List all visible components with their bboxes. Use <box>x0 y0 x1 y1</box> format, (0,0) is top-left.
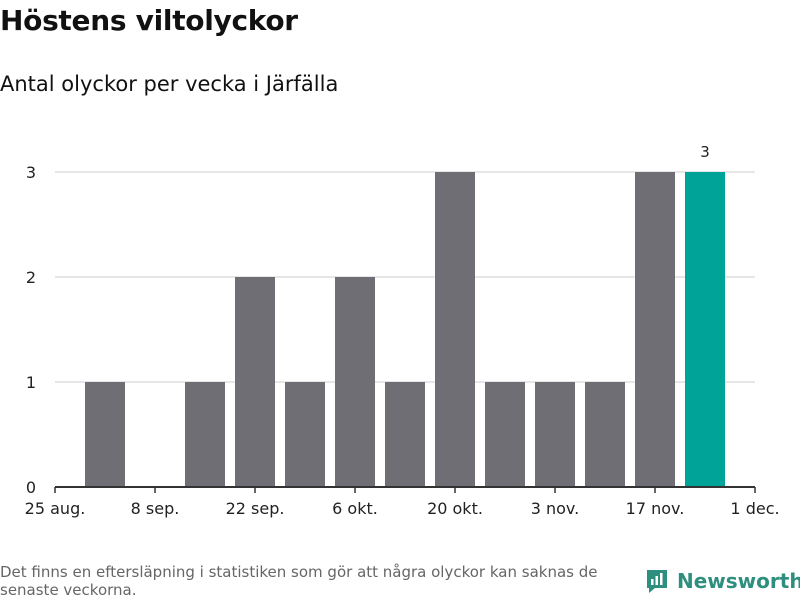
newsworthy-logo-icon <box>647 570 667 593</box>
x-tick-label: 20 okt. <box>427 499 483 518</box>
y-tick-label: 0 <box>26 478 36 497</box>
bar <box>535 382 575 487</box>
x-tick-label: 17 nov. <box>626 499 685 518</box>
y-tick-label: 3 <box>26 163 36 182</box>
bar <box>685 172 725 487</box>
bar <box>85 382 125 487</box>
footnote: Det finns en eftersläpning i statistiken… <box>0 563 598 599</box>
bar <box>435 172 475 487</box>
bar <box>185 382 225 487</box>
chart-subtitle: Antal olyckor per vecka i Järfälla <box>0 72 339 96</box>
chart-title: Höstens viltolyckor <box>0 4 298 37</box>
brand-logo[interactable]: Newsworthy <box>645 568 800 594</box>
bar-chart: 0 1 2 3 3 25 aug. 8 sep. 22 sep. 6 okt. 20 okt. 3 … <box>25 143 780 518</box>
bar <box>285 382 325 487</box>
bar <box>335 277 375 487</box>
y-tick-label: 2 <box>26 268 36 287</box>
bar <box>235 277 275 487</box>
x-tick-label: 22 sep. <box>226 499 285 518</box>
x-tick-label: 3 nov. <box>531 499 580 518</box>
bar <box>385 382 425 487</box>
x-tick-label: 25 aug. <box>25 499 86 518</box>
x-tick-label: 6 okt. <box>332 499 378 518</box>
x-tick-label: 8 sep. <box>131 499 180 518</box>
bar <box>485 382 525 487</box>
bar <box>635 172 675 487</box>
bar <box>585 382 625 487</box>
y-tick-label: 1 <box>26 373 36 392</box>
brand-name: Newsworthy <box>677 569 800 593</box>
x-tick-label: 1 dec. <box>730 499 779 518</box>
data-label: 3 <box>700 143 710 161</box>
